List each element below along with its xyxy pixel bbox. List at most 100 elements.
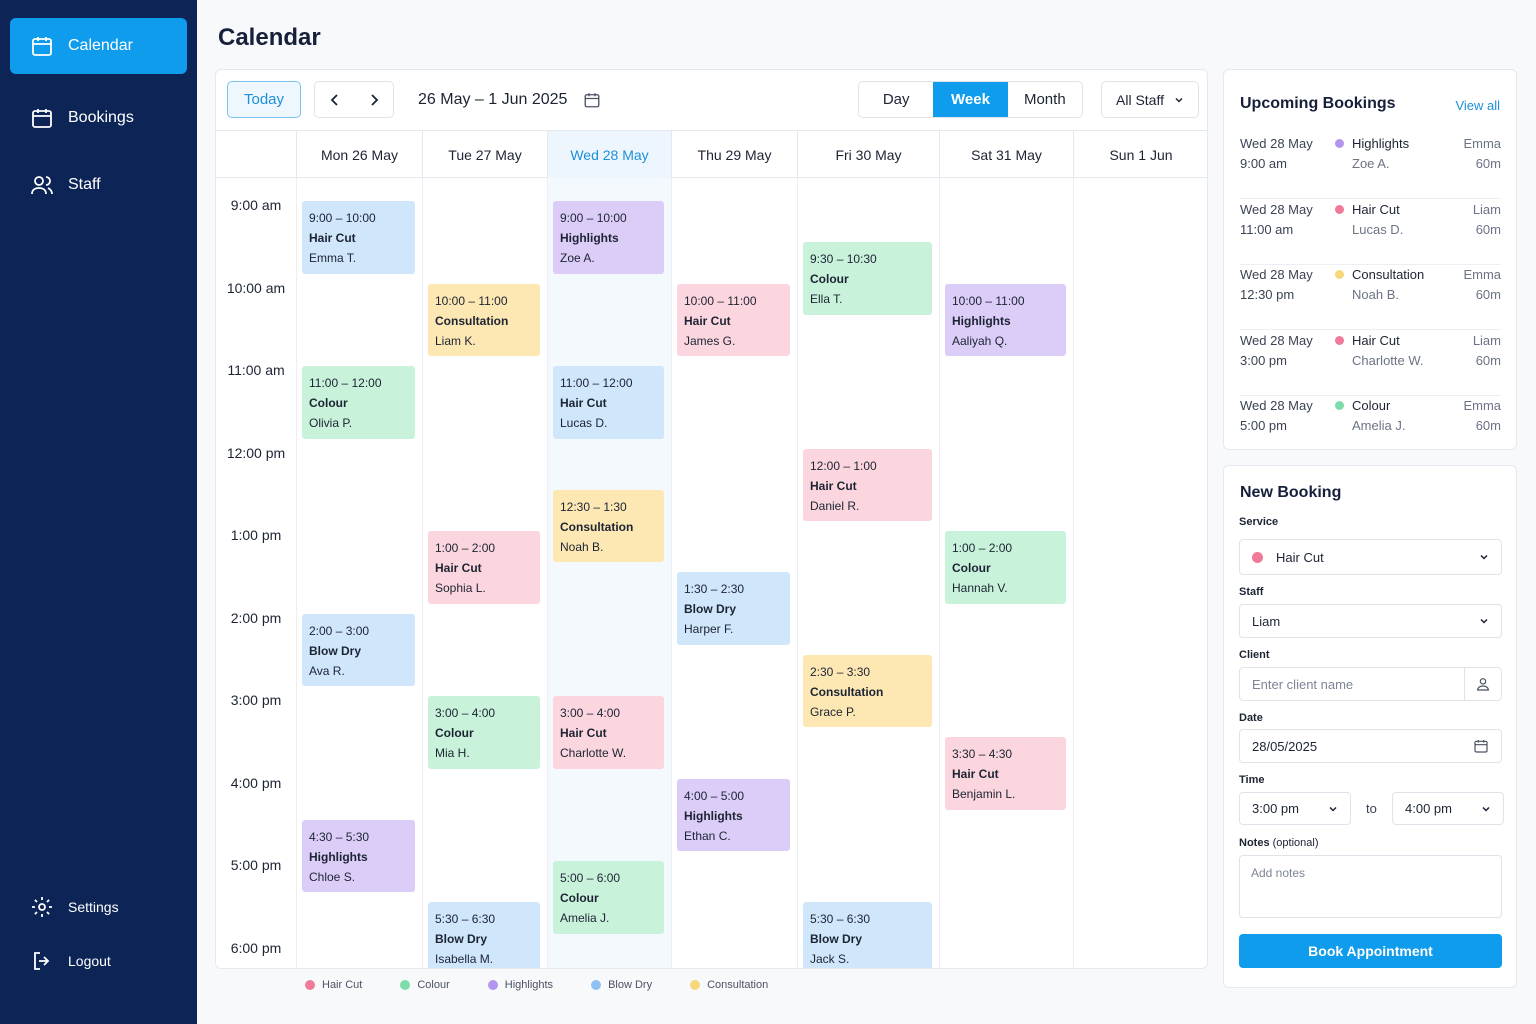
booking-meta: Emma 60m [1463,396,1501,436]
sidebar-item-label: Settings [68,899,119,915]
appointment-client: Chloe S. [309,869,356,884]
appointment-block[interactable]: 4:00 – 5:00 Highlights Ethan C. [677,778,790,851]
calendar-icon[interactable] [1473,738,1489,754]
notes-label-text: Notes [1239,837,1270,849]
appointment-block[interactable]: 5:30 – 6:30 Blow Dry Isabella M. [428,902,540,968]
booking-staff: Liam [1472,332,1501,348]
time-to-select[interactable]: 4:00 pm [1392,792,1504,825]
service-select[interactable]: Hair Cut [1239,539,1502,575]
appointment-block[interactable]: 2:00 – 3:00 Blow Dry Ava R. [302,613,415,686]
calendar-icon [583,91,601,109]
chevron-left-icon[interactable] [315,93,354,107]
appointment-block[interactable]: 9:30 – 10:30 Colour Ella T. [803,242,932,315]
appointment-block[interactable]: 1:30 – 2:30 Blow Dry Harper F. [677,572,790,645]
day-header[interactable]: Fri 30 May [797,131,939,178]
time-label: 4:00 pm [230,774,282,791]
appointment-block[interactable]: 2:30 – 3:30 Consultation Grace P. [803,654,932,728]
appointment-time: 2:30 – 3:30 [810,664,871,679]
appointment-client: Isabella M. [435,952,494,967]
upcoming-booking-row[interactable]: Wed 28 May 3:00 pm Hair Cut Charlotte W. Lia… [1240,331,1501,396]
day-header[interactable]: Wed 28 May [547,131,671,178]
appointment-block[interactable]: 1:00 – 2:00 Hair Cut Sophia L. [428,531,540,604]
user-icon[interactable] [1464,668,1501,700]
appointment-time: 11:00 – 12:00 [560,376,633,390]
appointment-service: Hair Cut [309,231,356,245]
date-range[interactable]: 26 May – 1 Jun 2025 [418,91,601,109]
time-to-value: 4:00 pm [1405,801,1452,816]
appointment-block[interactable]: 3:00 – 4:00 Colour Mia H. [428,696,540,769]
sidebar-item-calendar[interactable]: Calendar [10,18,187,74]
chevron-down-icon [1479,616,1489,626]
staff-label: Staff [1239,586,1264,598]
appointment-block[interactable]: 9:00 – 10:00 Hair Cut Emma T. [302,201,415,274]
appointment-block[interactable]: 5:30 – 6:30 Blow Dry Jack S. [803,902,932,968]
notes-textarea[interactable]: Add notes [1239,855,1502,918]
sidebar-item-logout[interactable]: Logout [10,933,187,989]
appointment-block[interactable]: 10:00 – 11:00 Highlights Aaliyah Q. [945,283,1066,356]
chevron-right-icon[interactable] [354,93,393,107]
sidebar-item-settings[interactable]: Settings [10,879,187,935]
day-header[interactable]: Sat 31 May [939,131,1073,178]
tab-month[interactable]: Month [1023,91,1066,108]
appointment-block[interactable]: 10:00 – 11:00 Hair Cut James G. [677,283,790,356]
day-header[interactable]: Thu 29 May [671,131,797,178]
appointment-block[interactable]: 3:00 – 4:00 Hair Cut Charlotte W. [553,696,664,769]
client-input[interactable]: Enter client name [1239,667,1502,701]
staff-select[interactable]: Liam [1239,604,1502,638]
staff-filter-select[interactable]: All Staff [1101,81,1199,118]
appointment-block[interactable]: 11:00 – 12:00 Colour Olivia P. [302,366,415,439]
booking-date: Wed 28 May [1240,398,1313,413]
appointment-block[interactable]: 12:00 – 1:00 Hair Cut Daniel R. [803,448,932,521]
time-from-value: 3:00 pm [1252,801,1299,816]
booking-service: Hair Cut Charlotte W. [1335,331,1424,371]
sidebar-item-staff[interactable]: Staff [10,157,187,213]
appointment-client: Ethan C. [684,828,731,843]
appointment-block[interactable]: 1:00 – 2:00 Colour Hannah V. [945,531,1066,604]
day-header[interactable]: Sun 1 Jun [1073,131,1207,178]
appointment-service: Colour [435,726,474,740]
appointment-time: 11:00 – 12:00 [309,376,382,390]
tab-day[interactable]: Day [882,91,910,108]
booking-duration: 60m [1475,287,1501,302]
appointment-client: Emma T. [309,251,357,265]
chevron-down-icon [1174,92,1184,108]
appointment-block[interactable]: 3:30 – 4:30 Hair Cut Benjamin L. [945,737,1066,810]
view-all-link[interactable]: View all [1455,98,1500,113]
appointment-time: 10:00 – 11:00 [435,293,508,308]
today-button[interactable]: Today [227,81,301,118]
page-title: Calendar [218,24,321,51]
column-divider [671,178,672,968]
appointment-block[interactable]: 12:30 – 1:30 Consultation Noah B. [553,489,664,563]
book-appointment-button[interactable]: Book Appointment [1239,934,1502,968]
time-to-label: to [1366,801,1377,816]
appointment-time: 3:00 – 4:00 [560,706,621,720]
time-from-select[interactable]: 3:00 pm [1239,792,1351,825]
appointment-block[interactable]: 9:00 – 10:00 Highlights Zoe A. [553,201,664,274]
time-label: 2:00 pm [230,609,282,626]
date-input[interactable]: 28/05/2025 [1239,729,1502,763]
appointment-time: 9:30 – 10:30 [810,252,877,267]
day-header[interactable]: Tue 27 May [422,131,547,178]
booking-client: Zoe A. [1352,156,1390,171]
time-label: 11:00 am [227,362,285,378]
sidebar-item-bookings[interactable]: Bookings [10,90,187,146]
service-color-dot [1335,204,1344,214]
booking-meta: Liam 60m [1473,200,1501,240]
appointment-block[interactable]: 10:00 – 11:00 Consultation Liam K. [428,283,540,356]
day-header[interactable]: Mon 26 May [296,131,422,178]
tab-week[interactable]: Week [933,82,1008,117]
legend-dot [690,980,701,990]
appointment-block[interactable]: 11:00 – 12:00 Hair Cut Lucas D. [553,366,664,439]
calendar-icon [30,106,54,130]
appointment-time: 9:00 – 10:00 [560,211,627,225]
chevron-down-icon [1328,804,1338,814]
sidebar-item-label: Calendar [68,37,133,54]
appointment-block[interactable]: 5:00 – 6:00 Colour Amelia J. [553,861,664,934]
upcoming-booking-row[interactable]: Wed 28 May 12:30 pm Consultation Noah B. Emm… [1240,265,1501,330]
upcoming-booking-row[interactable]: Wed 28 May 9:00 am Highlights Zoe A. Emma 60m [1240,134,1501,199]
appointment-service: Highlights [309,849,368,864]
view-switcher: Day Week Month [858,81,1083,118]
upcoming-booking-row[interactable]: Wed 28 May 11:00 am Hair Cut Lucas D. Liam 60… [1240,200,1501,265]
appointment-block[interactable]: 4:30 – 5:30 Highlights Chloe S. [302,819,415,893]
upcoming-booking-row[interactable]: Wed 28 May 5:00 pm Colour Amelia J. Emma 60m [1240,396,1501,461]
